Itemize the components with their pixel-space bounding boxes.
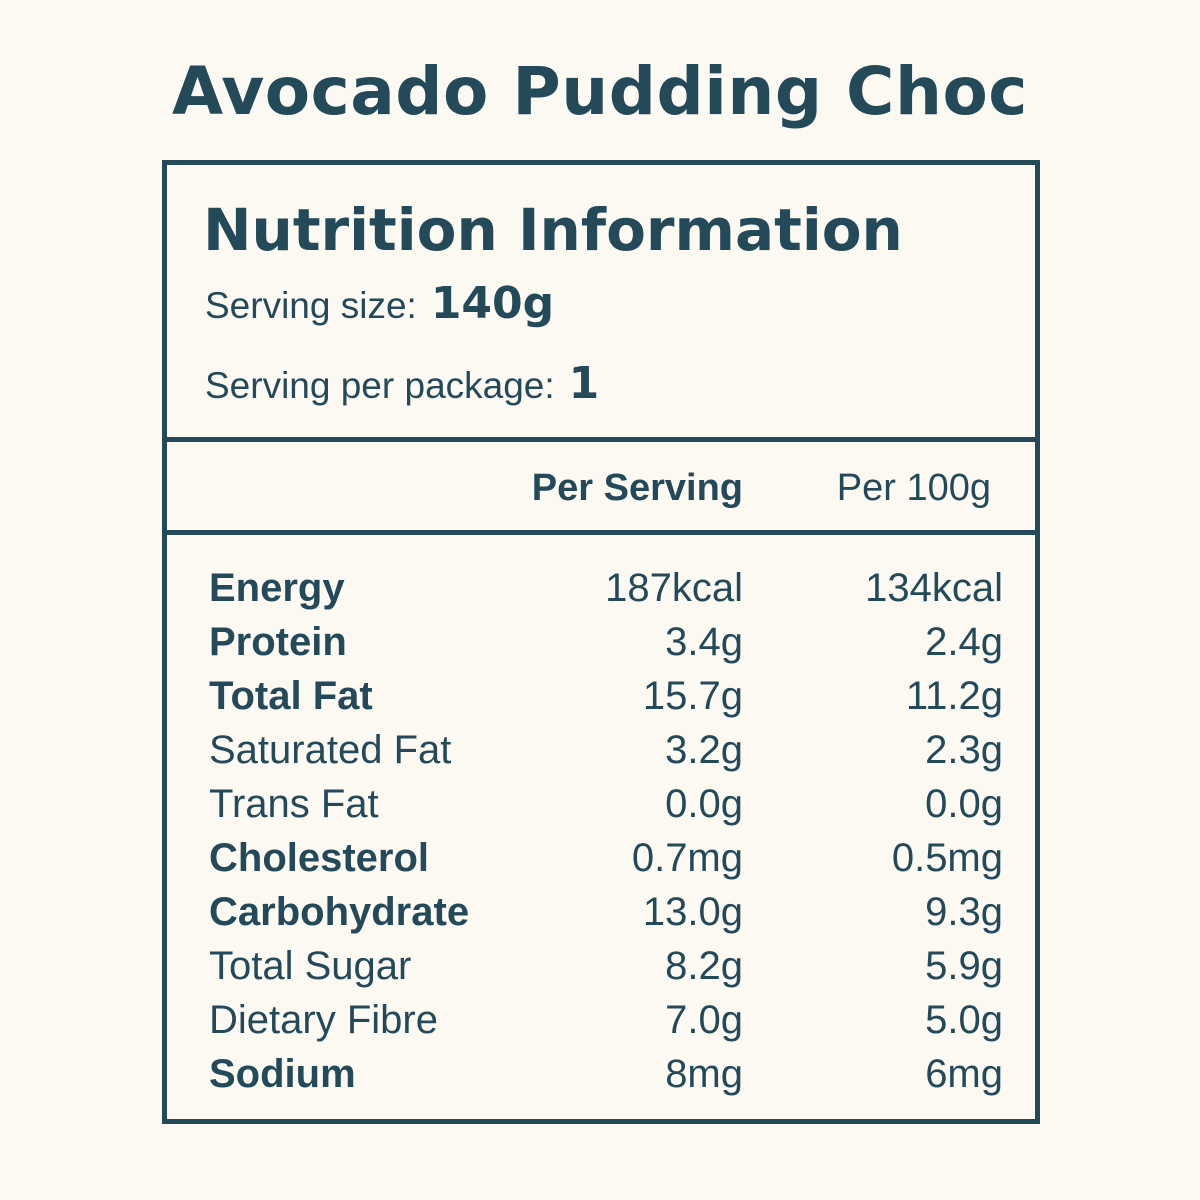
nutrient-per-100g: 0.5mg xyxy=(891,836,1003,880)
panel-header: Nutrition Information Serving size: 140g … xyxy=(167,165,1035,442)
nutrition-panel: Nutrition Information Serving size: 140g … xyxy=(162,160,1040,1124)
nutrient-per-100g: 6mg xyxy=(925,1052,1003,1096)
nutrient-row: Cholesterol 0.7mg 0.5mg xyxy=(167,831,1035,885)
nutrient-per-100g: 5.9g xyxy=(925,944,1003,988)
nutrient-per-serving: 8mg xyxy=(665,1052,743,1096)
nutrient-per-100g: 0.0g xyxy=(925,782,1003,826)
nutrient-name: Saturated Fat xyxy=(209,728,452,772)
nutrient-row: Total Sugar 8.2g 5.9g xyxy=(167,939,1035,993)
nutrient-name: Total Sugar xyxy=(209,944,412,988)
product-title: Avocado Pudding Choc xyxy=(172,53,1028,130)
nutrient-row: Saturated Fat 3.2g 2.3g xyxy=(167,723,1035,777)
nutrient-row: Total Fat 15.7g 11.2g xyxy=(167,669,1035,723)
nutrient-per-serving: 15.7g xyxy=(642,674,743,718)
nutrient-name: Energy xyxy=(209,566,345,610)
nutrient-per-serving: 13.0g xyxy=(642,890,743,934)
nutrient-name: Dietary Fibre xyxy=(209,998,438,1042)
column-headers: Per Serving Per 100g xyxy=(167,442,1035,535)
column-header-per-100g: Per 100g xyxy=(836,467,991,509)
nutrient-row: Dietary Fibre 7.0g 5.0g xyxy=(167,993,1035,1047)
serving-size: Serving size: 140g xyxy=(205,281,554,329)
nutrient-per-serving: 8.2g xyxy=(665,944,743,988)
nutrient-name: Sodium xyxy=(209,1052,356,1096)
serving-per-package-label: Serving per package: xyxy=(205,365,555,406)
nutrient-per-serving: 0.7mg xyxy=(631,836,743,880)
nutrient-row: Sodium 8mg 6mg xyxy=(167,1047,1035,1101)
nutrient-row: Protein 3.4g 2.4g xyxy=(167,615,1035,669)
nutrient-row: Energy 187kcal 134kcal xyxy=(167,561,1035,615)
serving-size-value: 140g xyxy=(430,278,555,329)
nutrient-name: Carbohydrate xyxy=(209,890,470,934)
serving-size-label: Serving size: xyxy=(205,285,417,326)
nutrient-per-100g: 2.4g xyxy=(925,620,1003,664)
nutrient-per-serving: 187kcal xyxy=(605,566,743,610)
nutrient-per-100g: 2.3g xyxy=(925,728,1003,772)
nutrient-per-serving: 0.0g xyxy=(665,782,743,826)
nutrient-name: Total Fat xyxy=(209,674,373,718)
panel-title: Nutrition Information xyxy=(203,196,903,264)
nutrient-row: Trans Fat 0.0g 0.0g xyxy=(167,777,1035,831)
nutrient-row: Carbohydrate 13.0g 9.3g xyxy=(167,885,1035,939)
nutrient-name: Cholesterol xyxy=(209,836,430,880)
nutrient-name: Trans Fat xyxy=(209,782,379,826)
nutrient-per-100g: 9.3g xyxy=(925,890,1003,934)
nutrient-per-serving: 3.4g xyxy=(665,620,743,664)
nutrient-per-100g: 11.2g xyxy=(905,674,1003,718)
nutrient-name: Protein xyxy=(209,620,347,664)
serving-per-package-value: 1 xyxy=(568,358,600,409)
nutrient-per-100g: 5.0g xyxy=(925,998,1003,1042)
column-header-per-serving: Per Serving xyxy=(531,467,743,509)
nutrient-per-100g: 134kcal xyxy=(865,566,1003,610)
nutrient-per-serving: 3.2g xyxy=(665,728,743,772)
nutrient-rows: Energy 187kcal 134kcal Protein 3.4g 2.4g Total… xyxy=(167,561,1035,1101)
nutrient-per-serving: 7.0g xyxy=(665,998,743,1042)
serving-per-package: Serving per package: 1 xyxy=(205,361,599,409)
